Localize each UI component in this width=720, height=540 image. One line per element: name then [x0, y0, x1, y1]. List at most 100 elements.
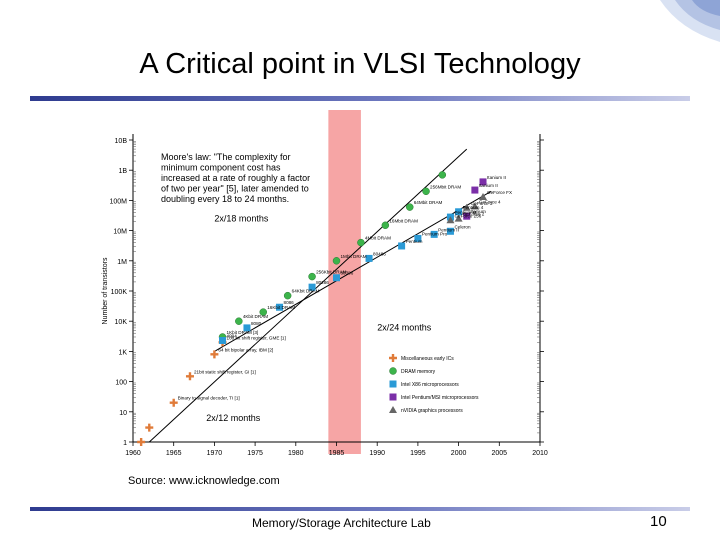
data-point — [454, 214, 463, 222]
slide-title: A Critical point in VLSI Technology — [139, 48, 581, 80]
data-point — [333, 274, 340, 282]
data-point — [479, 192, 488, 200]
y-tick-label: 1B — [118, 168, 127, 175]
y-tick-label: 1K — [118, 349, 127, 356]
data-point — [430, 230, 438, 238]
legend-marker — [389, 367, 397, 375]
point-label: GeForce 3 — [471, 201, 493, 206]
point-label: Celeron — [454, 224, 471, 229]
legend-label: Intel X86 microprocessors — [401, 382, 459, 388]
point-label: 80286 — [316, 280, 329, 285]
data-point — [210, 350, 219, 359]
data-point — [308, 283, 316, 291]
point-label: 80386 — [341, 271, 354, 276]
data-point — [414, 234, 422, 242]
legend-marker — [389, 406, 397, 413]
trend-label: 2x/12 months — [206, 413, 261, 423]
point-label: 16Mbit DRAM — [389, 218, 418, 223]
point-label: 8080 — [251, 321, 262, 326]
y-tick-label: 100 — [115, 380, 127, 387]
point-label: GeForce 4 — [479, 199, 501, 204]
point-label: 4Mbit DRAM — [365, 236, 391, 241]
data-point — [283, 291, 292, 300]
data-point — [455, 208, 463, 216]
data-point — [463, 212, 471, 220]
data-point — [169, 398, 178, 407]
decorative-corner — [660, 0, 720, 42]
footer-text: Memory/Storage Architecture Lab — [252, 516, 431, 530]
footer-rule — [30, 507, 690, 511]
point-label: 64 bit bipolar array, IBM [2] — [218, 347, 273, 352]
data-point — [243, 324, 251, 332]
point-label: Pentium Pro — [422, 231, 448, 236]
point-label: 64Mbit DRAM — [414, 200, 443, 205]
data-point — [406, 203, 414, 211]
legend-marker — [389, 380, 397, 388]
y-axis-label: Number of transistors — [102, 257, 109, 324]
data-point — [438, 171, 447, 179]
y-tick-label: 1 — [123, 440, 127, 447]
point-label: Pentium — [406, 239, 423, 244]
data-point — [365, 254, 373, 262]
data-point — [398, 242, 406, 250]
data-point — [332, 257, 341, 265]
title-rule — [30, 96, 690, 101]
x-tick-label: 1995 — [410, 450, 426, 457]
x-tick-label: 1985 — [329, 450, 345, 457]
y-tick-label: 10B — [115, 138, 128, 145]
moore-quote-line: of two per year" [5], later amended to — [161, 184, 309, 194]
x-tick-label: 1975 — [247, 450, 263, 457]
point-label: 64Kbit DRAM — [292, 289, 320, 294]
moore-quote-line: minimum component cost has — [161, 163, 281, 173]
x-tick-label: 2000 — [451, 450, 467, 457]
legend-marker — [389, 393, 397, 401]
point-label: 256Mbit DRAM — [430, 184, 461, 189]
y-tick-label: 10M — [113, 229, 127, 236]
legend-label: Intel Pentium/MSI microprocessors — [401, 395, 479, 401]
data-point — [276, 303, 284, 311]
trendline-logic — [214, 190, 492, 352]
highlight-band — [328, 110, 361, 454]
data-point — [185, 372, 194, 381]
data-point — [471, 186, 479, 194]
data-point — [259, 308, 267, 316]
point-label: 1Kbit DRAM [3] — [227, 330, 259, 335]
x-tick-label: 1965 — [166, 450, 182, 457]
trend-label: 2x/24 months — [377, 322, 432, 332]
x-tick-label: 1990 — [369, 450, 385, 457]
x-tick-label: 1970 — [207, 450, 223, 457]
y-tick-label: 100M — [109, 198, 127, 205]
point-label: 4Kbit DRAM — [243, 314, 268, 319]
point-label: Pentium II — [438, 227, 459, 232]
data-point — [357, 238, 365, 247]
moore-quote-line: increased at a rate of roughly a factor — [161, 173, 310, 183]
legend-label: Miscellaneous early ICs — [401, 356, 454, 362]
point-label: 4004 — [227, 333, 238, 338]
point-label: Itanium — [471, 209, 486, 214]
data-point — [422, 187, 430, 196]
y-tick-label: 10 — [119, 410, 127, 417]
data-point — [462, 203, 471, 211]
y-tick-label: 10K — [115, 319, 128, 326]
legend-label: nVIDIA graphics processors — [401, 408, 463, 414]
x-tick-label: 2005 — [492, 450, 508, 457]
legend-label: DRAM memory — [401, 369, 436, 375]
point-label: 100 bit shift register, GME [1] — [227, 335, 286, 340]
point-label: 256Kbit DRAM — [316, 270, 347, 275]
data-point — [308, 272, 316, 281]
moore-quote-line: doubling every 18 to 24 months. — [161, 194, 289, 204]
transistor-chart: 1 10 100 1K 10K 100K 1M 10M 100M 1B 10B 1960 1965 197… — [102, 110, 548, 457]
data-point — [446, 227, 454, 235]
legend-marker — [389, 354, 397, 362]
point-label: Pentium III — [454, 210, 476, 215]
moore-quote-line: Moore's law: "The complexity for — [161, 152, 290, 162]
point-label: Pentium 4 — [463, 205, 484, 210]
data-point — [145, 423, 154, 432]
data-point — [235, 317, 243, 325]
data-point — [137, 438, 146, 446]
data-point — [381, 221, 390, 230]
data-point — [470, 202, 479, 210]
page-number: 10 — [650, 513, 667, 530]
y-tick-label: 100K — [111, 289, 128, 296]
trend-label: 2x/18 months — [214, 214, 269, 224]
